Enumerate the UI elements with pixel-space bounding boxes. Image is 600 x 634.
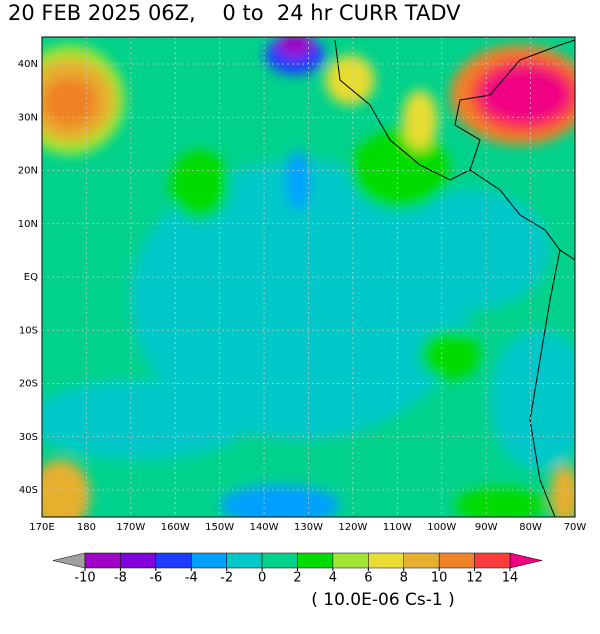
lon-label: 100W <box>427 522 456 533</box>
colorbar-bin <box>438 552 475 569</box>
colorbar-bin <box>403 552 440 569</box>
colorbar-tick-label: 2 <box>293 571 301 586</box>
colorbar-tick-label: 14 <box>502 571 519 586</box>
grid <box>42 37 575 517</box>
lat-label: 20S <box>19 379 38 390</box>
lon-label: 150W <box>205 522 234 533</box>
lon-label: 140W <box>250 522 279 533</box>
colorbar-tick-label: 0 <box>258 571 266 586</box>
lat-label: 10S <box>19 325 38 336</box>
units-label: ( 10.0E-06 Cs-1 ) <box>311 590 455 610</box>
lon-label: 120W <box>338 522 367 533</box>
colorbar-bin <box>84 552 121 569</box>
lat-label: 20N <box>18 166 38 177</box>
colorbar-tick-label: -10 <box>74 571 95 586</box>
colorbar-bin <box>191 552 227 569</box>
lon-label: 70W <box>564 522 587 533</box>
colorbar-tick-label: -4 <box>185 571 198 586</box>
lon-label: 80W <box>519 522 542 533</box>
colorbar-tick-label: -8 <box>114 571 127 586</box>
lon-label: 160W <box>161 522 190 533</box>
colorbar-bin <box>261 552 298 569</box>
map-frame <box>41 36 576 518</box>
colorbar-bin <box>474 552 511 569</box>
colorbar-tick-label: 12 <box>466 571 483 586</box>
map-field <box>42 37 575 517</box>
colorbar-bin <box>226 552 263 569</box>
lat-label: 30S <box>19 432 38 443</box>
colorbar-tick-label: 10 <box>431 571 448 586</box>
title: 20 FEB 2025 06Z, 0 to 24 hr CURR TADV <box>8 1 461 25</box>
lon-label: 90W <box>475 522 498 533</box>
colorbar-tick-label: 6 <box>364 571 372 586</box>
colorbar-bin <box>120 552 157 569</box>
colorbar-bin <box>332 552 369 569</box>
colorbar-over <box>509 552 543 569</box>
colorbar-bin <box>368 552 405 569</box>
colorbar-bin <box>297 552 334 569</box>
lon-label: 130W <box>294 522 323 533</box>
colorbar-bin <box>155 552 192 569</box>
lon-label: 170W <box>116 522 145 533</box>
lat-label: EQ <box>24 272 38 283</box>
colorbar: -10 -8 -6 -4 -2 0 2 4 6 8 10 12 14 <box>52 552 543 586</box>
lat-label: 40S <box>19 485 38 496</box>
lon-label: 110W <box>383 522 412 533</box>
lat-label: 40N <box>18 59 38 70</box>
colorbar-tick-label: 4 <box>329 571 337 586</box>
lon-label: 170E <box>29 522 54 533</box>
colorbar-tick-label: -6 <box>149 571 162 586</box>
lat-label: 30N <box>18 112 38 123</box>
colorbar-tick-label: 8 <box>400 571 408 586</box>
colorbar-under <box>52 552 86 569</box>
lat-label: 10N <box>18 219 38 230</box>
colorbar-tick-label: -2 <box>220 571 233 586</box>
lon-label: 180 <box>77 522 96 533</box>
